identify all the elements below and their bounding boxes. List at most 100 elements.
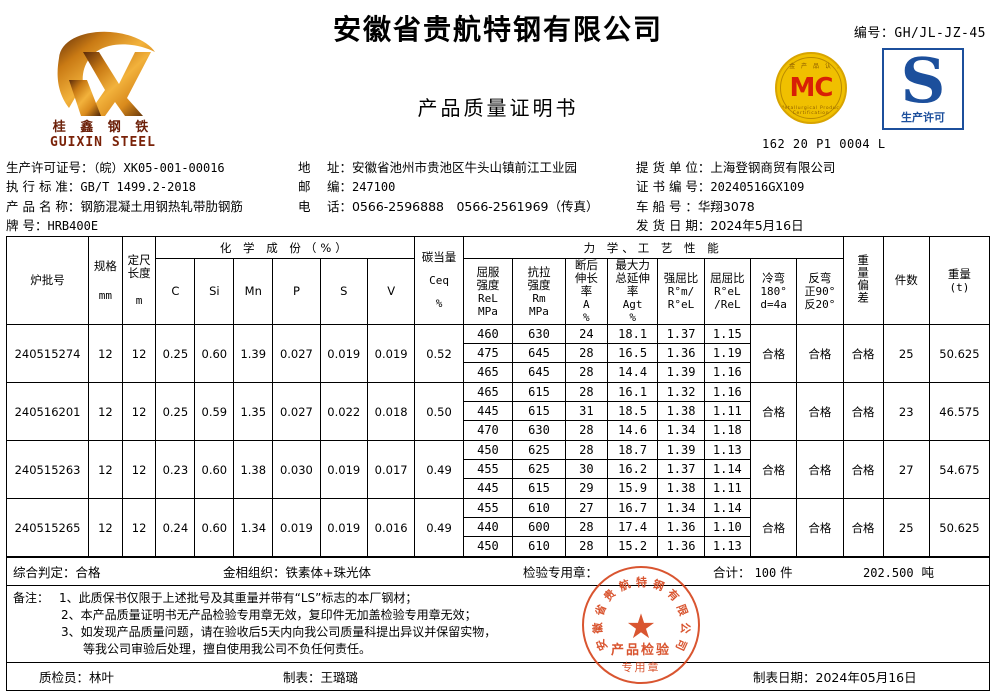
mech-value: 15.2 xyxy=(618,539,648,553)
header-ceq-label: 碳当量 xyxy=(421,250,457,264)
info-label: 地 址： xyxy=(298,160,352,175)
info-block: 生产许可证号：（皖）XK05-001-00016 执 行 标 准：GB/T 14… xyxy=(0,158,996,236)
table-row: 240515263 12 12 0.23 0.60 1.38 0.030 0.019 0.017… xyxy=(5,440,991,499)
total-pieces-unit: 件 xyxy=(780,565,793,580)
cell-re-bend: 合格 xyxy=(796,324,844,383)
mech-value: 465 xyxy=(463,383,513,402)
mech-value: 1.37 xyxy=(658,460,704,479)
verdict: 综合判定：合格 xyxy=(13,562,223,581)
info-column-right: 提 货 单 位：上海登钢商贸有限公司 证 书 编 号：20240516GX109… xyxy=(636,158,996,236)
info-row: 牌 号：HRB400E xyxy=(6,216,306,235)
mech-value: 1.10 xyxy=(704,518,750,537)
cell-c: 0.25 xyxy=(155,382,196,441)
header-s: S xyxy=(319,258,368,325)
cell-s: 0.019 xyxy=(319,324,368,383)
header-weight-l1: 重量 xyxy=(947,266,971,281)
total-weight-unit: 吨 xyxy=(921,565,935,580)
cell-weight: 50.625 xyxy=(928,324,991,383)
header-agt-l1: 最大力 xyxy=(615,258,650,272)
cell-s: 0.022 xyxy=(319,382,368,441)
info-value: 20240516GX109 xyxy=(710,180,805,195)
inspector-label: 质检员： xyxy=(39,670,90,685)
info-row: 执 行 标 准：GB/T 1499.2-2018 xyxy=(6,177,306,196)
document-header: 桂 鑫 钢 铁 GUIXIN STEEL 安徽省贵航特钢有限公司 产品质量证明书… xyxy=(0,0,996,158)
mech-value: 28 xyxy=(565,441,607,460)
cell-weight: 50.625 xyxy=(928,498,991,557)
info-row: 邮 编：247100 xyxy=(298,177,628,196)
cell-agt-stack: 18.7 16.2 15.9 xyxy=(606,440,659,499)
cell-mn: 1.34 xyxy=(233,498,274,557)
mech-value: 28 xyxy=(579,539,594,553)
header-agt-sym: Agt xyxy=(622,298,643,311)
cell-rm-stack: 630 645 645 xyxy=(512,324,566,383)
info-value: 钢筋混凝土用钢热轧带肋钢筋 xyxy=(80,198,243,214)
mech-value: 24 xyxy=(565,325,607,344)
mech-value: 28 xyxy=(565,518,607,537)
cell-s: 0.019 xyxy=(319,440,368,499)
mech-value: 450 xyxy=(477,539,499,553)
remark-row: 备注： 1、此质保书仅限于上述批号及其重量并带有“LS”标志的本厂钢材； 2、本产… xyxy=(6,585,990,663)
cell-rel-stack: 450 455 445 xyxy=(462,440,514,499)
cell-spec: 12 xyxy=(88,324,123,383)
header-cold-bend: 冷弯 180° d=4a xyxy=(749,258,798,325)
total-label: 合计： xyxy=(713,565,751,580)
remark-line: 3、如发现产品质量问题，请在验收后5天内向我公司质量科提出异议并保留实物， xyxy=(13,624,983,641)
remark-line: 2、本产品质量证明书无产品检验专用章无效，复印件无加盖检验专用章无效； xyxy=(13,607,983,624)
company-logo: 桂 鑫 钢 铁 GUIXIN STEEL xyxy=(32,24,174,156)
header-ratio2-l2: /ReL xyxy=(714,298,741,311)
footer-table: 综合判定：合格 金相组织：铁素体+珠光体 检验专用章： 合计： 100 件 20… xyxy=(6,557,990,691)
header-elong-l2: 伸长 xyxy=(574,271,598,285)
mech-value: 28 xyxy=(565,344,607,363)
header-v: V xyxy=(366,258,416,325)
cell-cold-bend: 合格 xyxy=(749,440,798,499)
cell-yield-ratio-stack: 1.15 1.19 1.16 xyxy=(703,324,751,383)
cell-mn: 1.39 xyxy=(233,324,274,383)
mech-value: 1.11 xyxy=(712,481,742,495)
mc-certificate-number: 162 20 P1 0004 L xyxy=(762,137,886,151)
cell-yield-ratio-stack: 1.14 1.10 1.13 xyxy=(703,498,751,557)
mech-value: 16.5 xyxy=(607,344,658,363)
mech-value: 470 xyxy=(477,423,499,437)
cell-furnace: 240515274 xyxy=(5,324,90,383)
mech-value: 445 xyxy=(463,402,513,421)
mech-value: 645 xyxy=(513,344,565,363)
mc-arc-bottom-text: Metallurgical Product Certification xyxy=(779,106,843,116)
header-furnace: 炉批号 xyxy=(5,236,90,325)
cell-agt-stack: 16.7 17.4 15.2 xyxy=(606,498,659,557)
cell-rm-stack: 625 625 615 xyxy=(512,440,566,499)
header-coldbend-l1: 冷弯 xyxy=(762,271,786,285)
total-pieces-value: 100 xyxy=(754,566,777,580)
info-value: 安徽省池州市贵池区牛头山镇前江工业园 xyxy=(351,160,577,175)
mech-value: 15.9 xyxy=(618,481,648,495)
remark-block: 备注： 1、此质保书仅限于上述批号及其重量并带有“LS”标志的本厂钢材； 2、本产… xyxy=(13,590,983,658)
header-wdev-text: 重量偏差 xyxy=(856,254,871,304)
mech-value: 1.38 xyxy=(658,402,704,421)
header-mn: Mn xyxy=(233,258,274,325)
total-pieces: 合计： 100 件 xyxy=(713,562,863,581)
mech-value: 1.19 xyxy=(704,344,750,363)
cell-furnace: 240515263 xyxy=(5,440,90,499)
cell-strength-ratio-stack: 1.34 1.36 1.36 xyxy=(657,498,705,557)
cell-weight: 54.675 xyxy=(928,440,991,499)
header-rebend-l3: 反20° xyxy=(804,298,836,311)
mech-value: 1.38 xyxy=(666,481,696,495)
header-c: C xyxy=(155,258,196,325)
info-row: 产 品 名 称：钢筋混凝土用钢热轧带肋钢筋 xyxy=(6,197,306,216)
cell-si: 0.60 xyxy=(194,324,235,383)
info-label: 生产许可证号： xyxy=(6,160,94,175)
signature-row: 质检员：林叶 制表：王璐璐 制表日期：2024年05月16日 xyxy=(6,662,990,691)
mc-certification-icon: 冶 金 产 品 认 证 MC Metallurgical Product Cer… xyxy=(775,52,847,124)
preparer-value: 王璐璐 xyxy=(320,670,359,685)
header-rm-l2: 强度 xyxy=(527,277,551,292)
mech-value: 445 xyxy=(477,481,499,495)
header-length: 定尺 长度 m xyxy=(121,236,157,325)
header-rm-unit: MPa xyxy=(529,304,549,318)
header-rel: 屈服 强度 ReL MPa xyxy=(462,258,514,325)
remark-line: 等我公司审验后处理，擅自使用我公司不负任何责任。 xyxy=(13,641,983,658)
mech-value: 1.36 xyxy=(658,344,704,363)
info-value: GB/T 1499.2-2018 xyxy=(80,180,197,195)
mech-value: 14.6 xyxy=(618,423,648,437)
cell-yield-ratio-stack: 1.16 1.11 1.18 xyxy=(703,382,751,441)
cell-cold-bend: 合格 xyxy=(749,498,798,557)
cell-si: 0.59 xyxy=(194,382,235,441)
